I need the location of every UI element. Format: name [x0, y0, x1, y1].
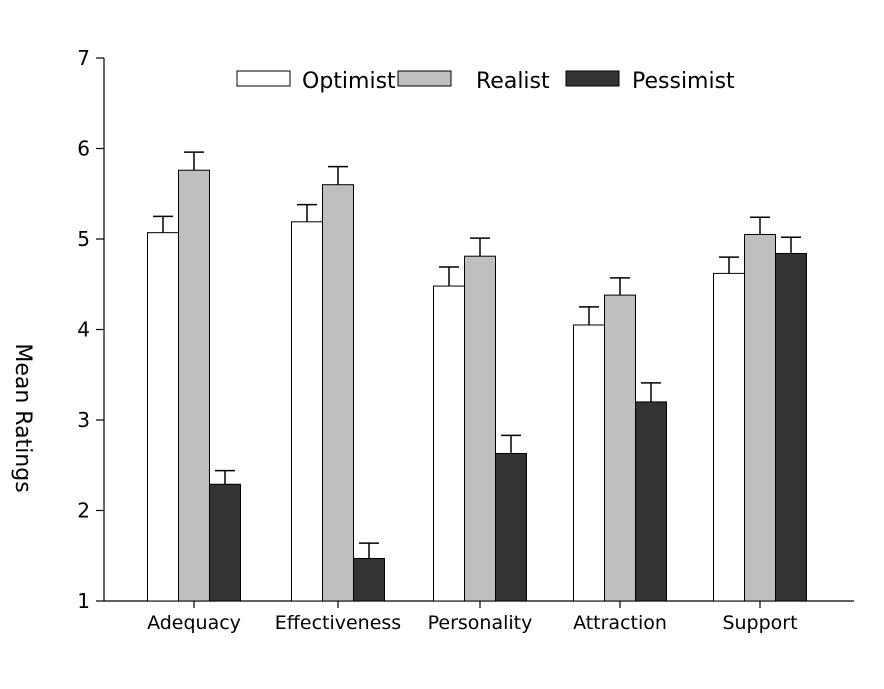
bar-realist-effectiveness [322, 184, 354, 602]
bar-realist-support [744, 233, 776, 602]
x-tick-label-effectiveness: Effectiveness [275, 612, 401, 634]
bar-pessimist-personality [495, 452, 527, 602]
x-tick-label-attraction: Attraction [573, 612, 667, 634]
axes: 1 2 3 4 5 6 7 Adequacy Effectiveness Personality A… [77, 46, 854, 634]
legend-swatch-optimist [236, 70, 291, 87]
bars [147, 151, 807, 602]
bar-pessimist-support [775, 252, 807, 602]
bar-optimist-attraction [573, 324, 605, 602]
bar-optimist-personality [433, 285, 465, 602]
bar-optimist-adequacy [147, 232, 179, 602]
y-tick-label: 2 [77, 499, 90, 523]
bar-optimist-effectiveness [291, 221, 323, 602]
bar-pessimist-attraction [635, 401, 667, 602]
legend-swatch-realist [397, 70, 452, 87]
bar-realist-personality [464, 255, 496, 602]
y-tick-label: 6 [77, 137, 90, 161]
legend-label-optimist: Optimist [302, 69, 396, 94]
bar-optimist-support [713, 272, 745, 602]
y-tick-label: 7 [77, 46, 90, 70]
bar-pessimist-adequacy [209, 483, 241, 602]
y-tick-label: 5 [77, 227, 90, 251]
legend-swatch-pessimist [565, 70, 620, 87]
legend: Optimist Realist Pessimist [236, 69, 735, 94]
legend-label-realist: Realist [476, 69, 550, 94]
x-tick-label-support: Support [722, 612, 797, 634]
x-tick-label-adequacy: Adequacy [147, 612, 241, 634]
bar-pessimist-effectiveness [353, 557, 385, 602]
bar-realist-adequacy [178, 169, 210, 602]
bar-realist-attraction [604, 294, 636, 602]
y-tick-label: 4 [77, 318, 90, 342]
y-axis-title: Mean Ratings [10, 343, 35, 492]
y-tick-label: 1 [77, 589, 90, 613]
x-tick-label-personality: Personality [428, 612, 533, 634]
y-tick-label: 3 [77, 408, 90, 432]
legend-label-pessimist: Pessimist [632, 69, 735, 94]
